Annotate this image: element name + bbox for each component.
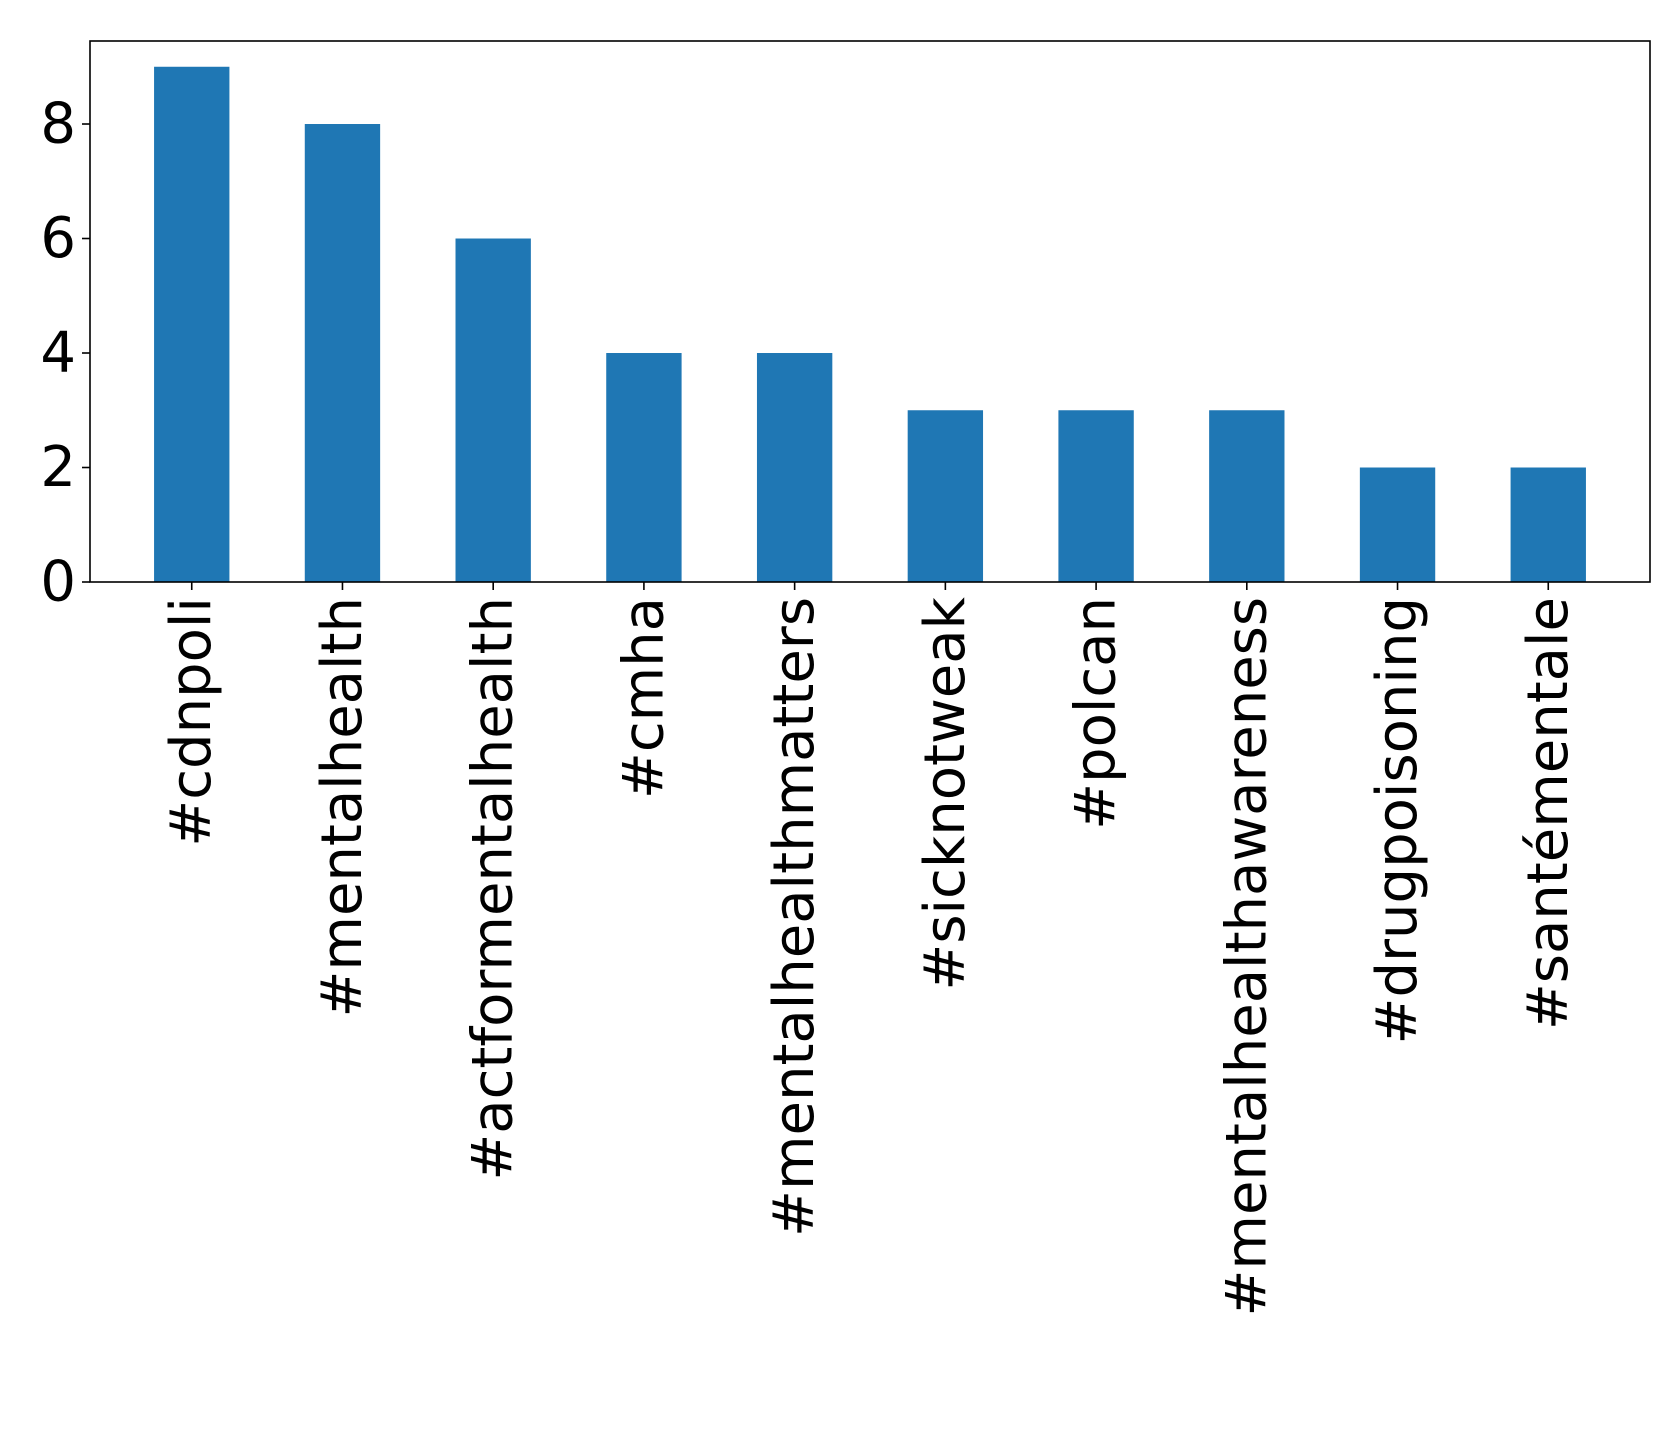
x-tick-label: #polcan — [1064, 597, 1129, 830]
bar — [1058, 410, 1134, 582]
y-axis: 0 2 4 6 8 — [40, 92, 90, 615]
x-tick-label: #mentalhealthmatters — [762, 597, 827, 1237]
y-tick-label: 6 — [40, 206, 76, 271]
bars-group — [154, 66, 1586, 582]
x-tick-label: #actformentalhealth — [461, 597, 526, 1181]
x-tick-label: #santémentale — [1516, 597, 1581, 1030]
x-axis: #cdnpoli #mentalhealth #actformentalhealth… — [159, 582, 1581, 1317]
bar — [304, 124, 381, 582]
y-tick-label: 4 — [40, 321, 76, 386]
x-tick-label: #mentalhealthawareness — [1214, 597, 1279, 1317]
bar — [606, 353, 682, 582]
bar — [154, 66, 230, 582]
plot-frame — [89, 40, 1651, 583]
x-tick-label: #cdnpoli — [159, 597, 224, 847]
x-tick-label: #cmha — [611, 597, 676, 799]
bar — [1359, 467, 1436, 582]
y-tick-label: 2 — [40, 435, 76, 500]
bar — [1510, 467, 1586, 582]
bar — [1209, 410, 1285, 582]
x-tick-label: #mentalhealth — [310, 597, 375, 1018]
x-tick-label: #sicknotweak — [913, 596, 978, 990]
y-tick-label: 0 — [40, 550, 76, 615]
bar — [756, 353, 833, 582]
x-tick-label: #drugpoisoning — [1365, 597, 1430, 1044]
bar — [907, 410, 984, 582]
y-tick-label: 8 — [40, 92, 76, 157]
bar — [455, 238, 531, 582]
